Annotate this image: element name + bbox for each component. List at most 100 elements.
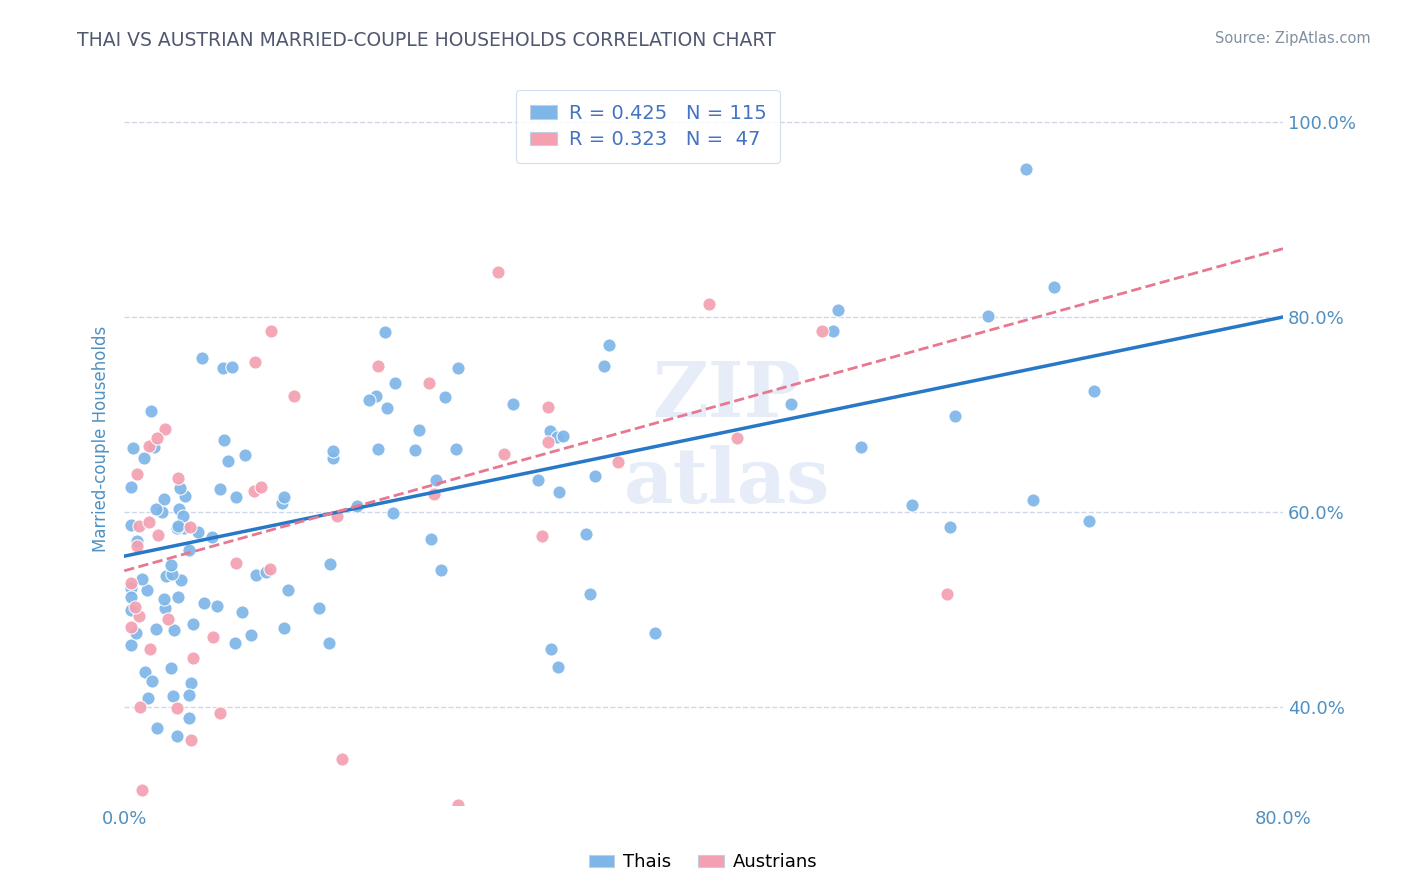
Point bbox=[181, 651, 204, 665]
Point bbox=[172, 509, 194, 524]
Point bbox=[374, 325, 396, 339]
Point bbox=[418, 376, 440, 390]
Point bbox=[208, 706, 231, 720]
Point bbox=[141, 404, 163, 418]
Point bbox=[136, 582, 159, 597]
Point bbox=[277, 583, 299, 598]
Point bbox=[155, 568, 177, 582]
Text: THAI VS AUSTRIAN MARRIED-COUPLE HOUSEHOLDS CORRELATION CHART: THAI VS AUSTRIAN MARRIED-COUPLE HOUSEHOL… bbox=[77, 31, 776, 50]
Point bbox=[977, 309, 1000, 323]
Point bbox=[166, 729, 188, 743]
Point bbox=[326, 509, 349, 524]
Point bbox=[240, 628, 263, 642]
Point bbox=[153, 601, 176, 615]
Point bbox=[308, 600, 330, 615]
Point bbox=[136, 690, 159, 705]
Point bbox=[346, 499, 368, 513]
Point bbox=[201, 530, 224, 544]
Point bbox=[138, 439, 160, 453]
Point bbox=[526, 473, 548, 487]
Point bbox=[548, 484, 571, 499]
Point bbox=[644, 626, 666, 640]
Point bbox=[167, 519, 190, 533]
Point bbox=[1022, 492, 1045, 507]
Point bbox=[212, 433, 235, 447]
Point bbox=[725, 431, 748, 445]
Point bbox=[699, 297, 721, 311]
Point bbox=[938, 519, 960, 533]
Point bbox=[583, 468, 606, 483]
Point bbox=[221, 359, 243, 374]
Point bbox=[319, 557, 342, 571]
Point bbox=[153, 421, 176, 435]
Point bbox=[121, 581, 143, 595]
Legend: Thais, Austrians: Thais, Austrians bbox=[582, 847, 824, 879]
Point bbox=[169, 573, 191, 587]
Point bbox=[575, 527, 598, 541]
Point bbox=[367, 359, 389, 373]
Point bbox=[359, 392, 381, 407]
Point bbox=[191, 351, 214, 366]
Point bbox=[225, 557, 247, 571]
Point bbox=[492, 447, 515, 461]
Point bbox=[366, 388, 388, 402]
Point bbox=[420, 533, 443, 547]
Point bbox=[134, 665, 156, 680]
Point bbox=[849, 441, 872, 455]
Point bbox=[167, 502, 190, 516]
Point bbox=[121, 590, 143, 604]
Point bbox=[146, 721, 169, 735]
Point bbox=[444, 442, 467, 457]
Point bbox=[225, 490, 247, 504]
Point bbox=[167, 471, 190, 485]
Point bbox=[330, 752, 353, 766]
Point bbox=[212, 361, 235, 376]
Point bbox=[153, 591, 176, 606]
Point bbox=[138, 515, 160, 529]
Point bbox=[243, 355, 266, 369]
Point bbox=[537, 400, 560, 414]
Point bbox=[540, 642, 562, 657]
Point bbox=[141, 673, 163, 688]
Point bbox=[128, 608, 150, 623]
Point bbox=[811, 325, 834, 339]
Point bbox=[447, 798, 470, 813]
Point bbox=[375, 401, 398, 416]
Point bbox=[322, 450, 344, 465]
Point bbox=[224, 636, 246, 650]
Point bbox=[129, 699, 152, 714]
Point bbox=[233, 448, 256, 462]
Point bbox=[422, 487, 444, 501]
Point bbox=[121, 480, 143, 494]
Point bbox=[546, 430, 568, 444]
Point bbox=[121, 639, 143, 653]
Point bbox=[827, 302, 849, 317]
Point bbox=[936, 587, 959, 601]
Point bbox=[181, 617, 204, 632]
Point bbox=[250, 480, 273, 494]
Point bbox=[125, 533, 148, 548]
Point bbox=[134, 450, 156, 465]
Point bbox=[1015, 161, 1038, 176]
Point bbox=[166, 701, 188, 715]
Point bbox=[177, 711, 200, 725]
Point bbox=[259, 561, 281, 575]
Point bbox=[173, 521, 195, 535]
Point bbox=[260, 325, 283, 339]
Point bbox=[157, 612, 180, 626]
Point bbox=[1083, 384, 1105, 399]
Point bbox=[322, 444, 344, 458]
Point bbox=[1077, 515, 1099, 529]
Point bbox=[271, 496, 294, 510]
Point bbox=[125, 539, 148, 553]
Point bbox=[209, 482, 232, 496]
Point bbox=[502, 397, 524, 411]
Point bbox=[606, 454, 628, 468]
Point bbox=[187, 525, 209, 540]
Point bbox=[821, 324, 844, 338]
Point bbox=[231, 605, 253, 619]
Point bbox=[163, 624, 186, 638]
Point bbox=[943, 409, 966, 423]
Point bbox=[121, 576, 143, 591]
Point bbox=[125, 626, 148, 640]
